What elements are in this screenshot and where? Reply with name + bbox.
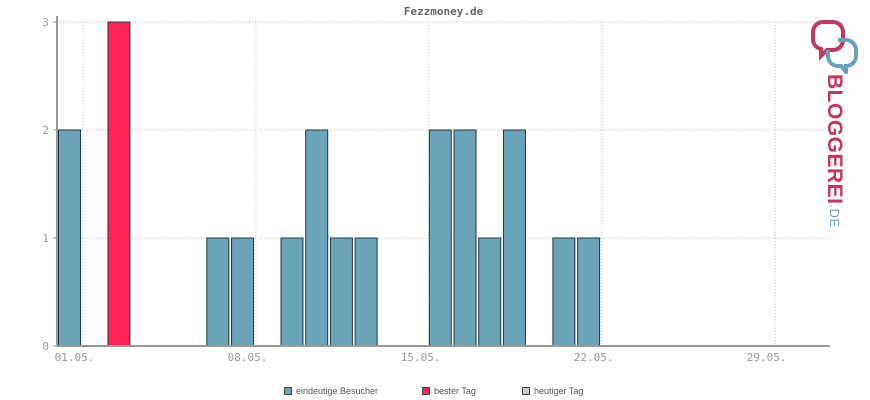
brand-suffix: .DE bbox=[827, 204, 842, 228]
y-tick-label: 1 bbox=[42, 232, 49, 245]
legend-item-today: heutiger Tag bbox=[522, 386, 583, 396]
brand-wordmark: BLOGGEREI.DE bbox=[822, 74, 846, 228]
bar bbox=[453, 129, 477, 347]
bar bbox=[354, 237, 378, 347]
speech-bubbles-icon bbox=[811, 20, 858, 78]
legend-item-visitors: eindeutige Besucher bbox=[284, 386, 378, 396]
bar-best-day bbox=[107, 21, 131, 347]
bar bbox=[428, 129, 452, 347]
legend-label-today: heutiger Tag bbox=[534, 386, 584, 396]
bar bbox=[206, 237, 230, 347]
bars bbox=[58, 21, 601, 347]
bloggerei-logo[interactable]: BLOGGEREI.DE bbox=[810, 18, 860, 228]
brand-name: BLOGGEREI bbox=[823, 74, 846, 205]
bar bbox=[502, 129, 526, 347]
legend-swatch-best-day bbox=[422, 387, 430, 395]
bar bbox=[577, 237, 601, 347]
x-tick-label: 15.05. bbox=[401, 351, 441, 364]
bar bbox=[231, 237, 255, 347]
y-tick-label: 2 bbox=[42, 124, 49, 137]
y-tick-label: 3 bbox=[42, 16, 49, 29]
legend-label-best-day: bester Tag bbox=[434, 386, 476, 396]
legend: eindeutige Besucher bester Tag heutiger … bbox=[0, 386, 870, 400]
legend-item-best-day: bester Tag bbox=[422, 386, 476, 396]
y-tick-label: 0 bbox=[42, 340, 49, 353]
bar bbox=[280, 237, 304, 347]
chart-title: Fezzmoney.de bbox=[403, 5, 484, 18]
bar bbox=[329, 237, 353, 347]
x-tick-label: 29.05. bbox=[747, 351, 787, 364]
axes bbox=[53, 16, 830, 347]
legend-swatch-visitors bbox=[284, 387, 292, 395]
bar bbox=[552, 237, 576, 347]
x-tick-label: 22.05. bbox=[574, 351, 614, 364]
tick-labels: 0 1 2 3 01.05. 08.05. 15.05. 22.05. 29.05. bbox=[42, 16, 786, 364]
bar bbox=[305, 129, 329, 347]
legend-label-visitors: eindeutige Besucher bbox=[296, 386, 379, 396]
legend-swatch-today bbox=[522, 387, 530, 395]
x-tick-label: 01.05. bbox=[55, 351, 95, 364]
bar bbox=[58, 129, 81, 347]
bar bbox=[478, 237, 502, 347]
x-tick-label: 08.05. bbox=[228, 351, 268, 364]
